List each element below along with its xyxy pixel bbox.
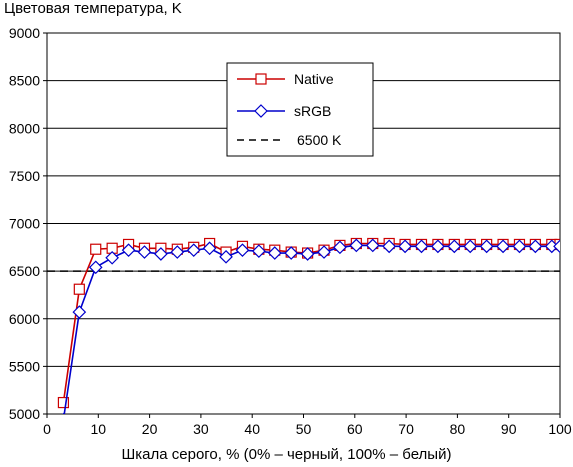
x-tick-label: 0	[43, 421, 51, 437]
data-point-srgb	[267, 246, 282, 260]
data-point-srgb	[463, 239, 478, 254]
data-point-srgb	[186, 243, 201, 258]
x-axis: 0 10 20 30 40 50 60 70 80 90 100	[43, 414, 572, 437]
x-tick-label: 10	[91, 421, 107, 437]
data-point-srgb	[88, 260, 103, 275]
legend-item-native: Native	[237, 71, 334, 87]
series-srgb	[62, 238, 560, 414]
x-tick-label: 60	[347, 421, 363, 437]
data-point-srgb	[333, 240, 347, 255]
x-tick-label: 30	[193, 421, 209, 437]
x-axis-label: Шкала серого, % (0% – черный, 100% – бел…	[121, 446, 452, 463]
legend: Native sRGB 6500 K	[226, 62, 374, 157]
data-point-srgb	[317, 245, 331, 259]
y-axis: 5000 5500 6000 6500 7000 7500 8000 8500 9000	[9, 25, 47, 422]
y-tick-label: 7500	[9, 168, 40, 184]
x-tick-label: 70	[398, 421, 414, 437]
x-tick-label: 100	[548, 421, 572, 437]
x-tick-label: 90	[501, 421, 517, 437]
square-marker-icon	[255, 73, 267, 85]
data-point-srgb	[202, 241, 217, 256]
data-point-srgb	[62, 412, 65, 414]
data-point-srgb	[235, 243, 250, 258]
data-point-srgb	[414, 239, 429, 254]
diamond-marker-icon	[254, 104, 268, 118]
legend-label-native: Native	[294, 71, 334, 87]
data-point-srgb	[553, 239, 560, 254]
data-point-srgb	[300, 247, 315, 261]
data-point-native	[57, 396, 70, 409]
data-point-srgb	[431, 239, 445, 254]
data-point-srgb	[398, 239, 412, 254]
data-point-srgb	[72, 305, 87, 319]
legend-label-6500k: 6500 K	[297, 132, 342, 148]
y-tick-label: 6500	[9, 263, 40, 279]
legend-item-6500k: 6500 K	[237, 132, 342, 148]
data-point-srgb	[105, 250, 119, 265]
data-point-srgb	[528, 239, 543, 254]
data-point-native	[90, 243, 102, 255]
x-tick-label: 50	[296, 421, 312, 437]
series-layer	[47, 237, 560, 414]
data-point-native	[73, 283, 85, 295]
data-point-srgb	[512, 239, 527, 254]
data-point-srgb	[170, 245, 185, 259]
x-tick-label: 20	[142, 421, 158, 437]
data-point-srgb	[447, 239, 462, 254]
x-tick-label: 40	[244, 421, 260, 437]
data-point-srgb	[365, 238, 380, 253]
data-point-srgb	[121, 243, 136, 258]
y-tick-label: 9000	[9, 25, 40, 41]
data-point-srgb	[137, 245, 152, 259]
y-tick-label: 5500	[9, 358, 40, 374]
data-point-srgb	[154, 247, 168, 261]
y-tick-label: 6000	[9, 311, 40, 327]
data-point-srgb	[496, 239, 510, 254]
legend-item-srgb: sRGB	[237, 103, 331, 119]
data-point-srgb	[349, 238, 364, 253]
data-point-srgb	[479, 239, 494, 254]
data-point-srgb	[219, 249, 233, 264]
chart-title: Цветовая температура, K	[4, 0, 182, 17]
x-tick-label: 80	[450, 421, 466, 437]
data-point-srgb	[252, 244, 266, 258]
y-tick-label: 7000	[9, 216, 40, 232]
data-point-srgb	[382, 239, 397, 254]
data-point-srgb	[284, 246, 299, 260]
y-tick-label: 8500	[9, 73, 40, 89]
y-tick-label: 8000	[9, 120, 40, 136]
y-tick-label: 5000	[9, 406, 40, 422]
legend-label-srgb: sRGB	[294, 103, 331, 119]
